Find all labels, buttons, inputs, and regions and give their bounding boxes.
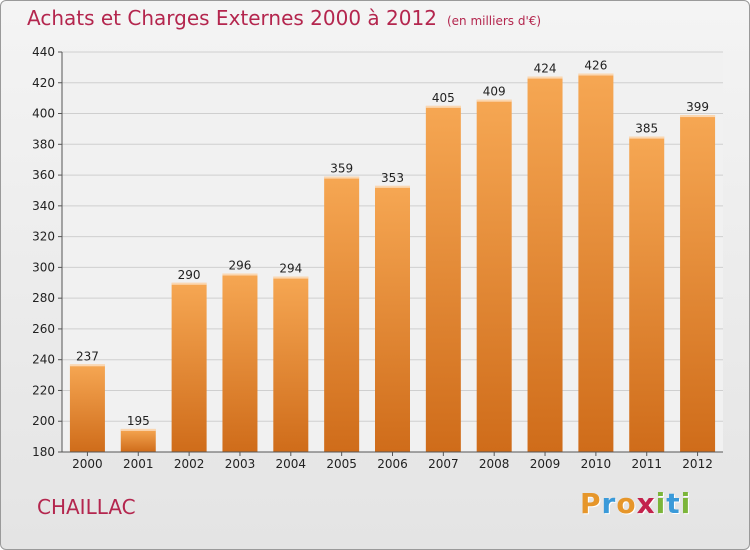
x-tick-label: 2006: [377, 457, 408, 471]
proxiti-logo: Proxiti: [580, 487, 691, 520]
data-label: 399: [686, 100, 709, 114]
bar: [578, 73, 614, 453]
bar: [273, 276, 309, 452]
bar: [629, 136, 665, 452]
y-tick-label: 260: [32, 322, 55, 336]
logo-letter: x: [636, 487, 656, 520]
y-tick-label: 360: [32, 168, 55, 182]
bar-highlight: [527, 76, 563, 79]
bar: [476, 99, 512, 452]
logo-letter: t: [666, 487, 681, 520]
data-label: 237: [76, 349, 99, 363]
data-label: 385: [635, 122, 658, 136]
x-tick-label: 2005: [326, 457, 357, 471]
data-label: 424: [534, 62, 557, 76]
data-label: 405: [432, 91, 455, 105]
bar: [120, 428, 156, 452]
y-tick-label: 420: [32, 76, 55, 90]
logo-letter: o: [616, 487, 637, 520]
x-tick-label: 2010: [581, 457, 612, 471]
bar-highlight: [171, 282, 207, 285]
x-tick-label: 2003: [225, 457, 256, 471]
y-tick-label: 340: [32, 199, 55, 213]
x-tick-label: 2009: [530, 457, 561, 471]
data-label: 290: [178, 268, 201, 282]
y-tick-label: 300: [32, 260, 55, 274]
y-tick-label: 240: [32, 353, 55, 367]
bar-highlight: [425, 105, 461, 108]
bar: [69, 364, 105, 452]
y-tick-label: 220: [32, 383, 55, 397]
bar: [680, 115, 716, 453]
bar: [222, 273, 258, 452]
bar: [425, 105, 461, 452]
y-tick-label: 200: [32, 414, 55, 428]
bar: [324, 176, 360, 452]
bar-highlight: [375, 185, 410, 188]
chart-title: Achats et Charges Externes 2000 à 2012 (e…: [27, 6, 542, 30]
data-label: 426: [584, 59, 607, 73]
bar-highlight: [273, 276, 309, 279]
data-label: 296: [229, 259, 252, 273]
bar: [171, 282, 207, 452]
data-label: 359: [330, 162, 353, 176]
x-tick-label: 2007: [428, 457, 459, 471]
logo-letter: i: [655, 487, 667, 520]
bar-highlight: [222, 273, 258, 276]
x-tick-label: 2001: [123, 457, 154, 471]
x-tick-label: 2002: [174, 457, 205, 471]
y-tick-label: 400: [32, 107, 55, 121]
data-label: 353: [381, 171, 404, 185]
bar: [527, 76, 563, 452]
x-tick-label: 2008: [479, 457, 510, 471]
y-tick-label: 320: [32, 230, 55, 244]
x-tick-label: 2011: [631, 457, 662, 471]
data-label: 294: [279, 262, 302, 276]
bar: [375, 185, 410, 452]
town-name: CHAILLAC: [37, 495, 136, 519]
bar-highlight: [680, 115, 716, 118]
x-tick-label: 2004: [276, 457, 307, 471]
x-tick-label: 2000: [72, 457, 103, 471]
bar-highlight: [578, 73, 614, 76]
data-label: 195: [127, 414, 150, 428]
logo-letter: r: [601, 487, 617, 520]
logo-letter: i: [680, 487, 692, 520]
logo-letter: P: [580, 487, 602, 520]
x-tick-label: 2012: [682, 457, 713, 471]
unit-note: (en milliers d'€): [446, 14, 542, 28]
y-tick-label: 180: [32, 445, 55, 459]
bar-highlight: [69, 364, 105, 367]
y-tick-label: 380: [32, 137, 55, 151]
data-label: 409: [483, 85, 506, 99]
y-tick-label: 440: [32, 45, 55, 59]
bar-highlight: [629, 136, 665, 139]
bar-highlight: [476, 99, 512, 102]
bar-highlight: [120, 428, 156, 431]
bar-highlight: [324, 176, 360, 179]
y-tick-label: 280: [32, 291, 55, 305]
